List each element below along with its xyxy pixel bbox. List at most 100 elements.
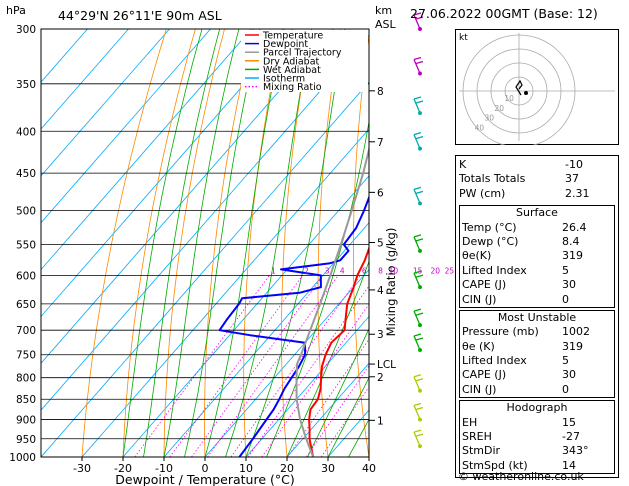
hodograph-index-label: StmSpd (kt) bbox=[462, 458, 528, 472]
height-tick-label: 1 bbox=[377, 415, 384, 427]
isotherm-line bbox=[41, 29, 293, 318]
isotherm-line bbox=[41, 29, 170, 177]
credit-text: © weatheronline.co.uk bbox=[458, 470, 584, 483]
legend-label: Wet Adiabat bbox=[263, 65, 321, 76]
hodograph-index-value: -27 bbox=[562, 430, 580, 444]
most-unstable-value: 30 bbox=[562, 368, 576, 382]
isotherm-line bbox=[163, 222, 369, 457]
storm-motion-marker bbox=[524, 91, 528, 95]
surface-title: Surface bbox=[516, 206, 558, 220]
surface-row: Temp (°C) 26.4 bbox=[460, 221, 614, 235]
legend-label: Mixing Ratio bbox=[263, 82, 322, 93]
wind-barb bbox=[413, 56, 424, 76]
indices-top: K -10 Totals Totals 37 PW (cm) 2.31 bbox=[456, 156, 618, 203]
hodograph-ring-label: 40 bbox=[475, 124, 485, 133]
wind-barb bbox=[413, 333, 424, 352]
most-unstable-label: CIN (J) bbox=[462, 382, 497, 396]
hodograph-title: Hodograph bbox=[506, 401, 568, 415]
wind-barb bbox=[413, 308, 424, 328]
dry-adiabat-line bbox=[421, 17, 451, 457]
pressure-tick-label: 800 bbox=[16, 373, 36, 385]
isotherm-line bbox=[81, 128, 369, 457]
surface-label: Dewp (°C) bbox=[462, 234, 519, 248]
x-tick-label: -30 bbox=[73, 462, 91, 475]
legend-label: Temperature bbox=[262, 31, 323, 42]
wind-barb bbox=[413, 429, 424, 449]
height-tick-label: 4 bbox=[377, 285, 384, 297]
mixing-ratio-label: 15 bbox=[413, 266, 423, 275]
dry-adiabat-line bbox=[281, 29, 313, 457]
pressure-tick-label: 750 bbox=[16, 350, 36, 362]
isotherm-line bbox=[41, 29, 252, 271]
wind-barb bbox=[413, 131, 424, 151]
temperature-line bbox=[308, 245, 369, 457]
height-tick-label: 3 bbox=[377, 329, 384, 341]
pressure-tick-label: 700 bbox=[16, 325, 36, 337]
dry-adiabat-line bbox=[204, 29, 254, 457]
mixing-ratio-label: 25 bbox=[445, 266, 455, 275]
pressure-tick-label: 600 bbox=[16, 270, 36, 282]
height-tick-label: 2 bbox=[377, 372, 384, 384]
wind-barb bbox=[413, 402, 424, 422]
index-row: Totals Totals 37 bbox=[456, 172, 618, 186]
hodograph-unit: kt bbox=[459, 33, 468, 43]
most-unstable-value: 5 bbox=[562, 354, 569, 368]
legend-label: Dry Adiabat bbox=[263, 56, 320, 67]
pressure-tick-label: 550 bbox=[16, 239, 36, 251]
isotherm-line bbox=[122, 175, 369, 457]
hodograph-index-row: StmDir 343° bbox=[460, 444, 614, 458]
height-tick-label: 7 bbox=[377, 137, 384, 149]
x-tick-label: -20 bbox=[114, 462, 132, 475]
height-tick-label: LCL bbox=[377, 359, 396, 371]
index-value: 2.31 bbox=[565, 186, 590, 200]
hodograph-trace bbox=[515, 79, 523, 96]
surface-section: Surface Temp (°C) 26.4 Dewp (°C) 8.4 θe(K) 31… bbox=[459, 205, 615, 308]
surface-label: Temp (°C) bbox=[462, 220, 517, 234]
parcel-trajectory-line bbox=[295, 145, 369, 457]
unit-km: km bbox=[375, 4, 392, 17]
index-value: 37 bbox=[565, 172, 579, 186]
mixing-ratio-label: 20 bbox=[431, 266, 441, 275]
surface-value: 319 bbox=[562, 249, 583, 263]
dry-adiabat-line bbox=[163, 29, 225, 457]
hodograph-index-label: EH bbox=[462, 415, 478, 429]
mixing-ratio-label: 6 bbox=[362, 266, 367, 275]
index-value: -10 bbox=[565, 158, 583, 171]
pressure-tick-label: 950 bbox=[16, 434, 36, 446]
most-unstable-value: 0 bbox=[562, 382, 569, 396]
pressure-tick-label: 450 bbox=[16, 168, 36, 180]
height-tick-label: 6 bbox=[377, 187, 384, 199]
height-tick-label: 8 bbox=[377, 86, 384, 98]
surface-label: CIN (J) bbox=[462, 292, 497, 306]
hodograph-ring-label: 20 bbox=[494, 104, 504, 113]
most-unstable-label: Pressure (mb) bbox=[462, 325, 539, 339]
legend-label: Dewpoint bbox=[263, 39, 308, 50]
surface-label: Lifted Index bbox=[462, 263, 527, 277]
wind-barb bbox=[413, 186, 424, 206]
wind-barb bbox=[413, 270, 424, 290]
isotherm-line bbox=[204, 268, 369, 457]
x-tick-label: 30 bbox=[321, 462, 335, 475]
most-unstable-label: θe (K) bbox=[462, 339, 495, 353]
hodograph-ring-label: 10 bbox=[504, 94, 514, 103]
isotherm-line bbox=[41, 34, 369, 411]
hodograph-index-row: EH 15 bbox=[460, 416, 614, 430]
x-tick-label: 0 bbox=[202, 462, 209, 475]
surface-value: 30 bbox=[562, 278, 576, 292]
mixing-ratio-label: 4 bbox=[340, 266, 345, 275]
legend-label: Isotherm bbox=[263, 74, 305, 85]
dry-adiabat-line bbox=[122, 29, 196, 457]
surface-row: θe(K) 319 bbox=[460, 249, 614, 263]
surface-value: 26.4 bbox=[562, 220, 587, 234]
pressure-tick-label: 900 bbox=[16, 415, 36, 427]
mixing-ratio-label: 2 bbox=[304, 266, 309, 275]
surface-row: CAPE (J) 30 bbox=[460, 278, 614, 292]
index-label: PW (cm) bbox=[459, 186, 506, 200]
location-title: 44°29'N 26°11'E 90m ASL bbox=[58, 8, 222, 23]
legend-label: Parcel Trajectory bbox=[263, 48, 342, 59]
mixing-ratio-label: 1 bbox=[271, 266, 276, 275]
most-unstable-row: CIN (J) 0 bbox=[460, 383, 614, 397]
